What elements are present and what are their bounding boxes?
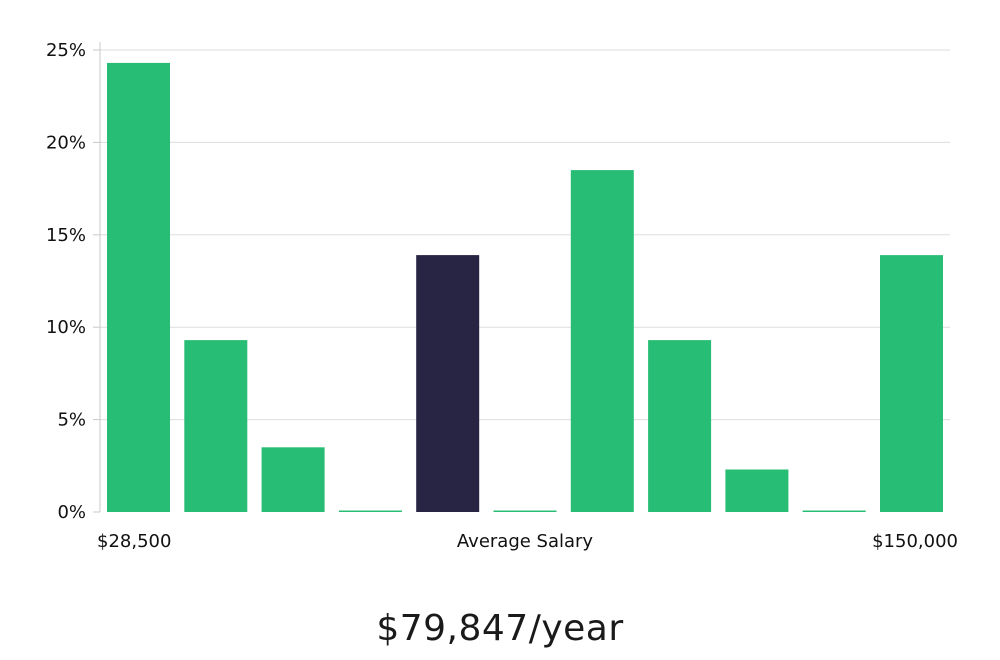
bar (725, 469, 789, 512)
x-axis-label: Average Salary (457, 531, 594, 552)
y-tick-label: 20% (46, 132, 86, 153)
bar (570, 170, 634, 512)
bar (338, 510, 402, 512)
bar (107, 62, 170, 513)
bars (107, 62, 943, 513)
average-salary-value: $79,847/year (376, 608, 624, 649)
bar (802, 510, 866, 512)
gridlines (100, 49, 950, 421)
y-tick-label: 0% (57, 502, 86, 523)
x-tick-max-salary: $150,000 (872, 531, 958, 552)
bar-average-salary (416, 255, 480, 512)
bar (648, 340, 712, 512)
bar (261, 447, 325, 512)
bar (493, 510, 557, 512)
bar (184, 340, 248, 512)
y-tick-label: 25% (46, 40, 86, 61)
y-tick-label: 10% (46, 317, 86, 338)
salary-histogram: 0%5%10%15%20%25% $28,500 Average Salary … (46, 40, 958, 552)
salary-distribution-chart: 0% 5% 10% 15% 20% 25% $28,500 Average Salary … (46, 40, 958, 552)
y-axis-ticks: 0% 5% 10% 15% 20% 25% (46, 40, 100, 523)
bar (880, 255, 943, 512)
y-tick-label: 15% (46, 225, 86, 246)
x-tick-min-salary: $28,500 (97, 531, 171, 552)
y-tick-label: 5% (57, 410, 86, 431)
